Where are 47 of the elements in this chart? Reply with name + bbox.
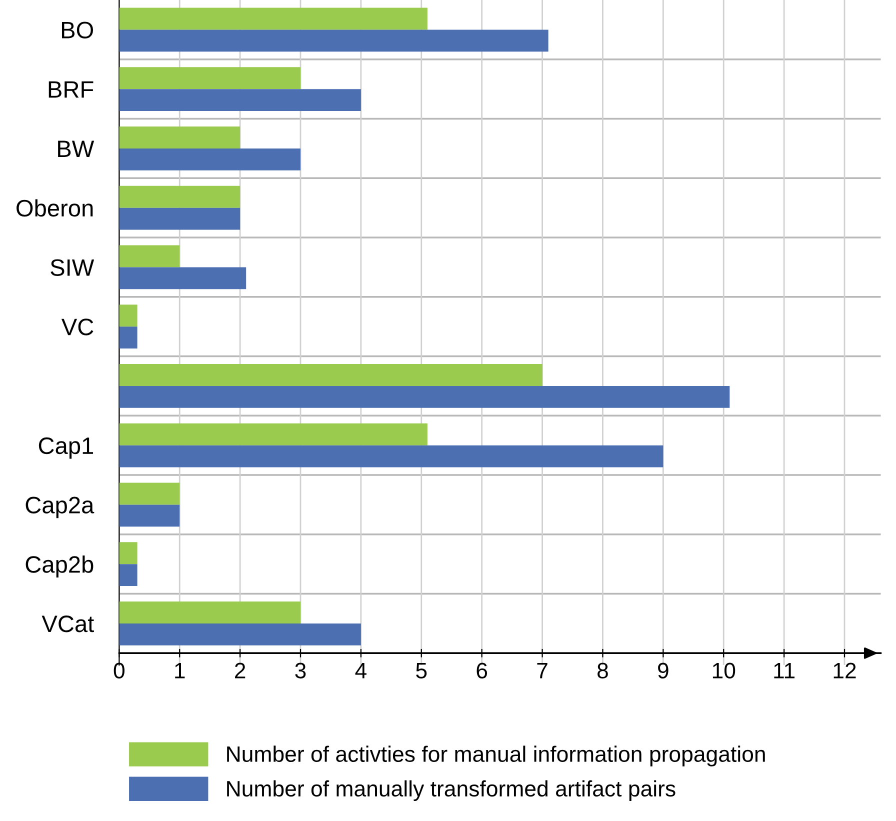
x-tick-label: 10 (712, 662, 736, 678)
y-tick-label: BRF (48, 81, 94, 98)
bar (119, 8, 428, 30)
x-tick-label: 9 (658, 662, 668, 678)
bar (119, 445, 664, 468)
bar (119, 30, 548, 52)
x-tick-label: 4 (355, 662, 366, 678)
x-tick-label: 3 (295, 662, 306, 678)
bar (119, 364, 542, 386)
bar (119, 423, 428, 446)
bar (119, 326, 138, 349)
bar (119, 267, 246, 290)
bar (119, 186, 240, 208)
y-tick-label: Cap2b (26, 556, 94, 578)
bar (119, 89, 361, 112)
y-tick-label: Oberon (16, 199, 93, 217)
bar (119, 245, 180, 268)
y-tick-label: Cap1 (38, 437, 94, 459)
y-tick-label: BO (62, 22, 94, 38)
bar (119, 126, 240, 148)
x-tick-label: 1 (175, 662, 185, 678)
y-tick-label: BW (58, 140, 94, 157)
bar (119, 564, 138, 586)
legend-label: Number of activties for manual information propagation (227, 746, 765, 766)
bar (119, 482, 180, 505)
x-tick-label: 2 (234, 662, 246, 678)
bar (119, 67, 300, 90)
x-tick-label: 6 (476, 662, 488, 678)
y-tick-label: SIW (50, 259, 94, 276)
legend-label: Number of manually transformed artifact pairs (227, 780, 676, 801)
x-tick-label: 0 (114, 662, 124, 678)
y-tick-label: Cap2a (26, 496, 94, 518)
bar (119, 148, 300, 170)
x-tick-label: 8 (598, 662, 608, 678)
bar (119, 208, 240, 230)
x-tick-label: 11 (774, 662, 795, 678)
x-tick-label: 12 (834, 662, 856, 678)
bar (119, 601, 300, 624)
bar (119, 304, 138, 327)
y-tick-label: VCat (42, 616, 94, 632)
bar (119, 623, 361, 646)
bar (119, 386, 730, 408)
y-tick-label: VC (61, 318, 94, 336)
bar (119, 504, 180, 527)
x-tick-label: 7 (537, 662, 548, 678)
x-tick-label: 5 (416, 662, 427, 678)
bar (119, 542, 138, 564)
